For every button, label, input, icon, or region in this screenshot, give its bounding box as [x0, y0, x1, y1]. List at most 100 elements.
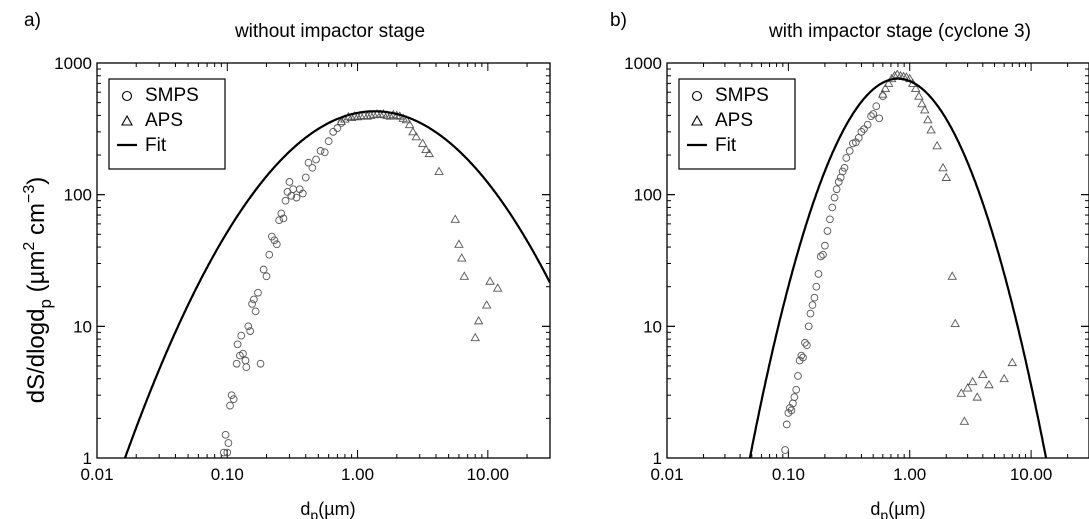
smps-point — [802, 341, 811, 349]
aps-point — [454, 239, 464, 248]
smps-point — [842, 154, 851, 162]
smps-point — [801, 338, 809, 347]
smps-point — [814, 270, 823, 278]
aps-point — [972, 392, 983, 401]
smps-point — [790, 393, 799, 401]
smps-point — [781, 446, 789, 454]
smps-point — [233, 340, 242, 349]
smps-point — [232, 359, 241, 368]
smps-point — [246, 327, 255, 335]
smps-point — [226, 401, 234, 410]
y-tick-label: 10 — [643, 317, 662, 336]
legend-smps-marker — [121, 90, 133, 102]
aps-point — [456, 253, 467, 262]
smps-point — [816, 252, 825, 261]
smps-point — [826, 215, 834, 224]
aps-point — [424, 148, 435, 158]
smps-point — [875, 114, 884, 123]
panel-a: a) without impactor stage dp(µm) 0.01 0.1… — [24, 10, 551, 519]
smps-point — [797, 351, 806, 360]
smps-point — [244, 322, 253, 331]
smps-point — [259, 265, 268, 274]
smps-point — [320, 148, 329, 157]
aps-point — [914, 91, 924, 100]
legend-smps-marker — [691, 90, 703, 102]
aps-point — [941, 172, 952, 181]
aps-point — [450, 214, 461, 223]
plot-frame — [96, 62, 551, 459]
smps-point — [241, 356, 250, 365]
smps-point — [808, 301, 817, 309]
y-axis-label: dS/dlogdp (µm2 cm−3) — [21, 177, 55, 404]
x-tick-label: 10.00 — [1010, 465, 1053, 484]
smps-point — [792, 385, 801, 394]
legend-aps-marker — [121, 114, 133, 126]
aps-point — [926, 125, 936, 134]
smps-point — [251, 307, 260, 316]
y-tick-label: 100 — [634, 186, 662, 205]
smps-point — [227, 391, 236, 400]
panel-b-x-axis-label: dp(µm) — [870, 499, 925, 519]
x-tick-label: 0.10 — [211, 465, 244, 484]
aps-point — [356, 111, 366, 120]
x-tick-label: 0.01 — [650, 465, 683, 484]
aps-point — [967, 376, 978, 386]
x-tick-label: 10.00 — [467, 465, 510, 484]
smps-point — [838, 167, 847, 176]
aps-point — [917, 98, 927, 108]
smps-point — [224, 439, 233, 447]
smps-point — [799, 353, 807, 362]
smps-point — [289, 185, 297, 194]
smps-point — [794, 372, 802, 380]
y-tick-label: 100 — [64, 186, 92, 205]
fit-line — [748, 77, 1048, 458]
legend-label: APS — [715, 110, 753, 131]
smps-point — [277, 209, 286, 218]
smps-point — [279, 214, 288, 223]
aps-point — [481, 300, 492, 309]
aps-point — [878, 89, 888, 98]
aps-point — [346, 112, 357, 122]
smps-point — [867, 112, 875, 120]
smps-point — [806, 309, 815, 318]
smps-point — [308, 163, 317, 172]
aps-point — [385, 111, 395, 120]
smps-point — [275, 216, 283, 225]
smps-point — [312, 155, 320, 164]
legend-label: SMPS — [715, 85, 769, 106]
panel-a-x-axis-label: dp(µm) — [300, 499, 355, 519]
smps-point — [262, 272, 271, 281]
panel-a-letter: a) — [24, 10, 41, 31]
aps-point — [999, 373, 1009, 383]
legend-label: Fit — [715, 135, 737, 156]
smps-point — [857, 127, 866, 136]
aps-point — [336, 116, 347, 125]
smps-point — [229, 395, 238, 403]
aps-point — [923, 114, 933, 124]
x-tick-label: 0.10 — [772, 465, 805, 484]
aps-point — [408, 126, 418, 136]
smps-point — [301, 173, 310, 182]
smps-point — [810, 293, 819, 302]
smps-point — [872, 102, 881, 111]
smps-point — [223, 448, 232, 457]
aps-point — [492, 283, 503, 292]
aps-point — [421, 144, 431, 154]
aps-point — [362, 111, 373, 120]
legend-label: SMPS — [145, 85, 199, 106]
smps-point — [863, 120, 872, 129]
aps-point — [485, 276, 495, 285]
legend-box — [108, 78, 226, 170]
aps-point — [375, 109, 386, 119]
smps-point — [242, 363, 251, 371]
fit-line — [123, 110, 550, 458]
smps-point — [254, 288, 262, 297]
aps-point — [962, 383, 973, 392]
smps-point — [834, 178, 843, 186]
aps-point — [340, 114, 350, 123]
aps-point — [473, 315, 484, 325]
smps-point — [324, 137, 333, 145]
smps-point — [828, 203, 837, 212]
smps-point — [272, 240, 281, 249]
smps-point — [845, 147, 854, 155]
